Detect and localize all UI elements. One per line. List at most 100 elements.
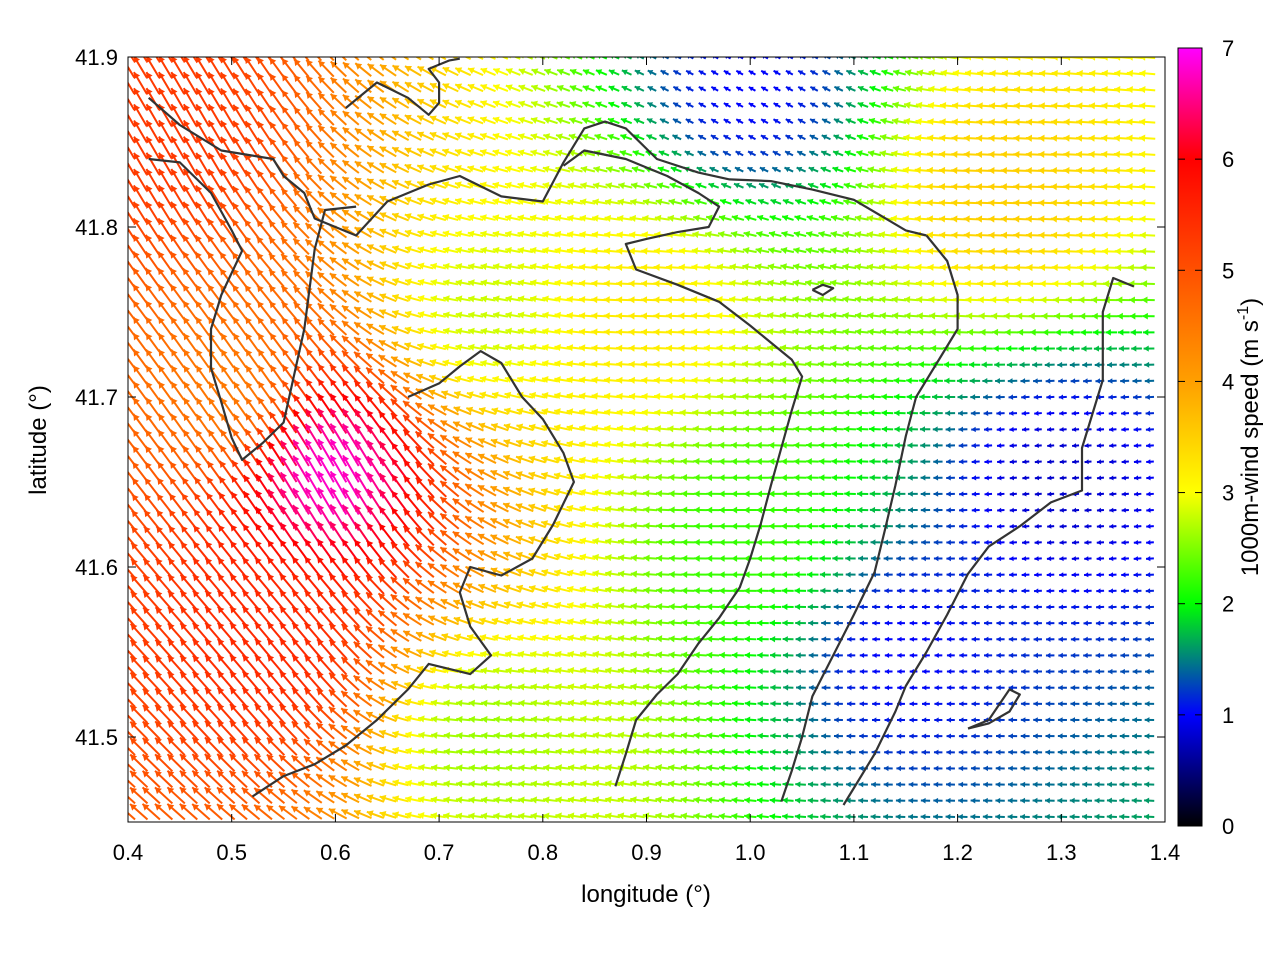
wind-vector [128,454,136,466]
wind-vector [142,57,148,62]
wind-vector [291,654,310,676]
wind-vector [128,584,136,595]
y-tick-label: 41.6 [75,555,118,580]
wind-vector [232,413,248,433]
wind-vector [128,649,136,660]
colorbar-tick-label: 4 [1222,369,1234,394]
wind-vector [219,201,235,224]
wind-vector [128,81,136,95]
wind-vector [204,638,223,660]
wind-vector [179,769,198,789]
wind-vector [219,235,235,256]
wind-vector [182,217,198,240]
wind-vector [216,720,236,740]
wind-vector [128,714,136,724]
wind-vector [170,71,185,95]
wind-vector [132,250,148,272]
wind-vector [219,185,235,208]
wind-vector [219,300,235,320]
wind-vector [207,87,223,111]
wind-vector [191,703,211,724]
wind-vector [219,251,235,272]
wind-vector [257,332,273,353]
wind-vector [266,670,286,692]
wind-vector [142,688,161,708]
wind-vector [180,57,185,62]
wind-vector [157,429,173,450]
wind-vector [219,429,235,450]
wind-vector [229,654,248,676]
wind-vector [195,103,210,127]
wind-vector [195,168,210,192]
wind-vector [145,168,161,192]
wind-vector [244,136,260,159]
wind-vector [269,332,285,353]
wind-vector [293,90,310,110]
wind-vector [156,477,173,498]
wind-vector [132,381,148,401]
wind-vector [290,771,310,788]
wind-vector [207,168,223,192]
x-tick-label: 1.1 [839,840,870,865]
wind-vector [142,655,161,676]
wind-vector [243,219,260,240]
wind-vector [194,300,210,320]
wind-vector [128,763,136,772]
wind-vector [256,252,273,272]
wind-vector [220,332,235,353]
wind-vector [179,654,198,676]
wind-vector [182,316,198,337]
wind-vector [128,616,136,627]
wind-vector [220,71,235,95]
wind-vector [195,152,210,176]
wind-vector [219,316,235,337]
wind-vector [133,103,148,127]
colorbar-tick-label: 2 [1222,592,1234,617]
wind-vector [256,268,273,288]
wind-vector [145,119,161,143]
wind-vector [128,552,136,563]
wind-vector [166,770,186,789]
wind-vector [133,119,148,143]
wind-vector [220,152,235,175]
wind-vector [194,267,210,288]
wind-vector [268,57,285,78]
wind-vector [216,687,236,708]
wind-vector [303,687,323,708]
wind-vector [241,703,261,724]
wind-vector [170,349,185,369]
wind-vector [169,234,186,256]
wind-vector [291,737,310,756]
wind-vector [128,746,136,756]
wind-vector [156,461,173,482]
wind-vector [291,720,310,740]
wind-vector [182,349,198,369]
wind-vector [133,57,148,79]
wind-vector [157,381,173,401]
wind-vector [144,267,161,288]
wind-vector [128,308,136,320]
wind-vector [133,168,148,192]
wind-vector [182,365,198,385]
wind-vector [303,589,323,611]
wind-vector [154,622,174,644]
wind-vector [145,201,161,224]
wind-vector [128,341,136,353]
wind-vector [166,704,186,724]
wind-vector [131,493,148,514]
wind-vector [192,590,211,611]
wind-vector [182,397,198,417]
wind-vector [179,803,198,821]
wind-vector [269,73,285,94]
wind-vector [132,316,148,337]
wind-vector [219,268,235,288]
wind-vector [204,720,223,740]
wind-vector [145,136,161,159]
wind-vector [195,365,210,385]
wind-vector [170,103,185,127]
wind-vector [181,461,198,482]
wind-vector [281,301,298,320]
wind-vector [170,87,185,111]
wind-vector [280,269,298,288]
wind-vector [195,429,210,450]
